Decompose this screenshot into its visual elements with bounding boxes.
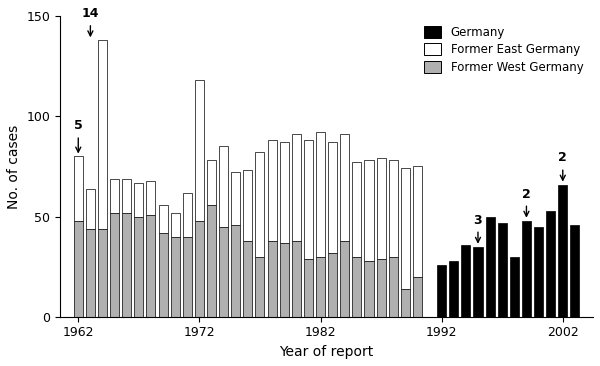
Bar bbox=[389, 160, 398, 257]
Bar bbox=[401, 168, 410, 289]
Bar bbox=[473, 247, 482, 317]
Bar bbox=[352, 257, 361, 317]
Bar bbox=[170, 237, 180, 317]
Bar bbox=[292, 240, 301, 317]
Bar bbox=[304, 259, 313, 317]
Bar bbox=[522, 221, 531, 317]
Bar bbox=[195, 221, 204, 317]
Text: 3: 3 bbox=[473, 214, 482, 242]
Bar bbox=[86, 188, 95, 229]
Bar bbox=[122, 179, 131, 213]
Bar bbox=[292, 134, 301, 240]
Bar bbox=[401, 289, 410, 317]
Bar bbox=[316, 257, 325, 317]
Bar bbox=[413, 277, 422, 317]
Text: 5: 5 bbox=[74, 119, 83, 152]
Bar bbox=[183, 193, 192, 237]
Bar bbox=[328, 253, 337, 317]
Bar bbox=[389, 257, 398, 317]
Bar bbox=[98, 229, 107, 317]
Bar bbox=[219, 227, 228, 317]
Bar bbox=[485, 217, 494, 317]
Bar bbox=[352, 163, 361, 257]
Bar bbox=[364, 160, 374, 261]
Text: 14: 14 bbox=[82, 7, 99, 36]
Bar bbox=[304, 141, 313, 259]
Bar bbox=[207, 205, 216, 317]
Bar bbox=[195, 80, 204, 221]
Bar bbox=[244, 240, 253, 317]
Bar bbox=[110, 213, 119, 317]
Bar bbox=[437, 265, 446, 317]
Bar bbox=[219, 146, 228, 227]
Bar bbox=[207, 160, 216, 205]
Bar bbox=[534, 227, 543, 317]
Bar bbox=[510, 257, 519, 317]
Bar bbox=[170, 213, 180, 237]
Y-axis label: No. of cases: No. of cases bbox=[7, 124, 21, 209]
Bar bbox=[146, 180, 155, 214]
Bar bbox=[571, 225, 580, 317]
Bar bbox=[461, 244, 470, 317]
Bar bbox=[268, 141, 277, 240]
Bar bbox=[280, 243, 289, 317]
Bar bbox=[86, 229, 95, 317]
Bar bbox=[497, 223, 507, 317]
Bar bbox=[134, 183, 143, 217]
Bar bbox=[98, 40, 107, 229]
Bar bbox=[377, 259, 386, 317]
Bar bbox=[244, 171, 253, 240]
Bar bbox=[231, 225, 240, 317]
Bar bbox=[74, 221, 83, 317]
Bar bbox=[183, 237, 192, 317]
Bar bbox=[377, 158, 386, 259]
Bar bbox=[340, 134, 349, 240]
Bar bbox=[256, 153, 265, 257]
Bar bbox=[268, 240, 277, 317]
Legend: Germany, Former East Germany, Former West Germany: Germany, Former East Germany, Former Wes… bbox=[420, 22, 587, 78]
Bar bbox=[134, 217, 143, 317]
Bar bbox=[328, 142, 337, 253]
Bar bbox=[449, 261, 458, 317]
Text: 2: 2 bbox=[559, 152, 567, 180]
Text: 2: 2 bbox=[522, 187, 531, 216]
Bar bbox=[231, 172, 240, 225]
Bar bbox=[280, 142, 289, 243]
Bar bbox=[558, 184, 568, 317]
Bar bbox=[74, 156, 83, 221]
Bar bbox=[364, 261, 374, 317]
Bar bbox=[146, 214, 155, 317]
Bar bbox=[413, 167, 422, 277]
Bar bbox=[316, 132, 325, 257]
X-axis label: Year of report: Year of report bbox=[280, 345, 374, 359]
Bar bbox=[256, 257, 265, 317]
Bar bbox=[340, 240, 349, 317]
Bar bbox=[158, 233, 167, 317]
Bar bbox=[546, 210, 555, 317]
Bar bbox=[122, 213, 131, 317]
Bar bbox=[110, 179, 119, 213]
Bar bbox=[158, 205, 167, 233]
